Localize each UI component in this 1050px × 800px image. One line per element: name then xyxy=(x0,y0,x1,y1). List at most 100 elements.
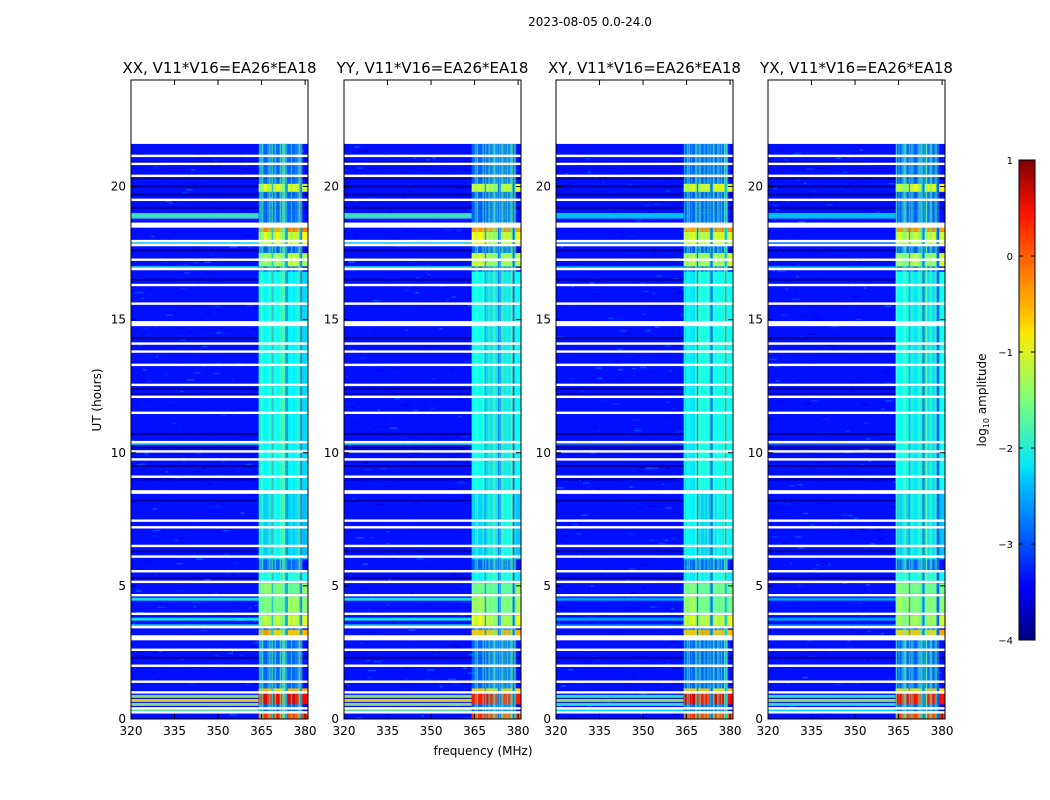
noise-cell xyxy=(796,275,799,278)
y-tick-label: 20 xyxy=(536,180,551,194)
noise-cell xyxy=(654,251,657,253)
lowband-row xyxy=(344,617,472,621)
noise-cell xyxy=(181,616,188,619)
noise-cell xyxy=(147,380,152,382)
noise-cell xyxy=(852,253,859,255)
flagged-row xyxy=(768,154,945,158)
rfi-cell xyxy=(258,615,272,626)
dark-row xyxy=(556,206,733,209)
rfi-streak xyxy=(299,143,302,719)
rfi-cell xyxy=(471,713,485,719)
rfi-streak xyxy=(485,143,487,719)
rfi-streak xyxy=(925,143,927,719)
noise-cell xyxy=(814,567,822,569)
noise-cell xyxy=(847,646,853,648)
noise-cell xyxy=(819,167,826,169)
noise-cell xyxy=(840,688,845,691)
rfi-streak xyxy=(282,143,284,719)
rfi-cell xyxy=(486,583,498,594)
flagged-row xyxy=(131,544,308,548)
noise-cell xyxy=(367,202,371,204)
lowband-row xyxy=(344,212,472,216)
noise-cell xyxy=(781,379,789,382)
flagged-row xyxy=(344,363,521,367)
rfi-cell xyxy=(471,223,485,232)
flagged-row xyxy=(556,625,733,629)
flagged-row xyxy=(556,458,733,461)
rfi-streak xyxy=(713,143,715,719)
noise-cell xyxy=(384,416,387,419)
noise-cell xyxy=(372,423,379,425)
noise-cell xyxy=(405,286,413,288)
dark-row xyxy=(131,550,308,553)
heatmap-data xyxy=(344,143,521,719)
noise-cell xyxy=(561,263,566,265)
noise-cell xyxy=(607,427,612,430)
noise-cell xyxy=(858,528,867,530)
rfi-streak xyxy=(514,143,516,719)
noise-cell xyxy=(215,305,222,308)
noise-cell xyxy=(149,335,153,337)
rfi-streak xyxy=(726,143,728,719)
flagged-row xyxy=(344,555,521,558)
noise-cell xyxy=(197,715,201,718)
dark-row xyxy=(131,433,308,436)
noise-cell xyxy=(853,149,858,151)
noise-cell xyxy=(254,642,261,644)
noise-cell xyxy=(204,312,212,314)
noise-cell xyxy=(186,379,194,381)
noise-cell xyxy=(181,192,189,194)
dark-row xyxy=(556,576,733,579)
dark-row xyxy=(768,576,945,579)
flagged-row xyxy=(344,162,521,166)
noise-cell xyxy=(224,330,230,332)
noise-cell xyxy=(865,584,871,586)
noise-cell xyxy=(652,467,659,469)
noise-cell xyxy=(593,293,602,295)
rfi-streak xyxy=(904,143,906,719)
noise-cell xyxy=(449,645,456,647)
noise-cell xyxy=(826,602,833,604)
noise-cell xyxy=(204,578,211,581)
noise-cell xyxy=(635,220,642,222)
flagged-row xyxy=(131,174,308,178)
noise-cell xyxy=(241,374,245,377)
rfi-cell xyxy=(302,231,308,246)
rfi-streak xyxy=(499,143,501,719)
flagged-row xyxy=(344,222,521,225)
noise-cell xyxy=(876,211,880,214)
noise-cell xyxy=(219,701,224,704)
rfi-streak xyxy=(707,143,709,719)
noise-cell xyxy=(389,159,398,161)
noise-cell xyxy=(792,153,800,156)
rfi-cell xyxy=(500,615,513,626)
noise-cell xyxy=(677,410,685,412)
flagged-row xyxy=(556,267,733,271)
rfi-cell xyxy=(258,693,272,705)
flagged-row xyxy=(344,440,521,444)
noise-cell xyxy=(880,209,884,212)
rfi-cell xyxy=(712,271,725,491)
dark-row xyxy=(556,387,733,390)
noise-cell xyxy=(446,299,450,301)
rfi-streak xyxy=(498,143,500,719)
flagged-row xyxy=(768,198,945,202)
flagged-row xyxy=(768,225,945,228)
flagged-row xyxy=(768,570,945,573)
lowband-row xyxy=(344,698,472,702)
noise-cell xyxy=(171,405,179,407)
flagged-row xyxy=(556,475,733,478)
noise-cell xyxy=(444,229,450,231)
noise-cell xyxy=(222,530,229,532)
noise-cell xyxy=(603,417,610,419)
noise-cell xyxy=(637,470,645,472)
noise-cell xyxy=(385,169,388,171)
rfi-cell xyxy=(727,615,733,626)
dark-row xyxy=(344,387,521,390)
flagged-row xyxy=(768,707,945,710)
flagged-row xyxy=(344,544,521,548)
rfi-streak xyxy=(712,143,714,719)
rfi-streak xyxy=(918,143,920,719)
noise-cell xyxy=(455,645,461,648)
noise-cell xyxy=(594,713,601,715)
